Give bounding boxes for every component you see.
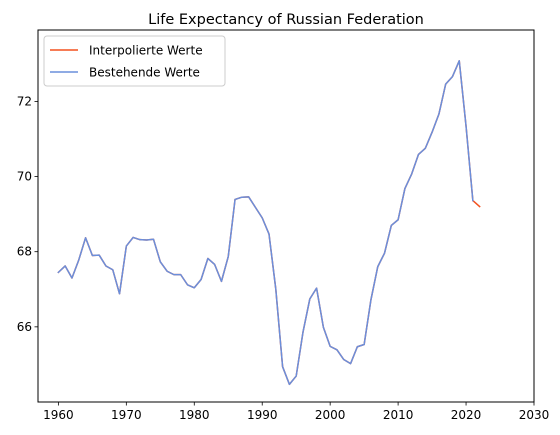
series-line-1: [57, 60, 481, 386]
x-tick-label: 1980: [179, 408, 210, 422]
y-axis: 66 68 70 72: [17, 94, 38, 334]
plot-frame: [37, 29, 535, 403]
chart-title: Life Expectancy of Russian Federation: [148, 12, 424, 28]
series-layer: [57, 60, 481, 386]
y-tick-label: 70: [17, 170, 32, 184]
series-line-2: [57, 60, 474, 386]
y-tick-label: 68: [17, 245, 32, 259]
x-tick-label: 2000: [315, 408, 346, 422]
x-tick-label: 2020: [451, 408, 482, 422]
legend-box: [43, 35, 226, 87]
x-axis: 1960 1970 1980 1990 2000 2010 2020 2030: [43, 402, 549, 422]
legend: Interpolierte Werte Bestehende Werte: [43, 35, 226, 87]
legend-label-1: Interpolierte Werte: [89, 44, 203, 58]
x-tick-label: 1960: [43, 408, 74, 422]
legend-label-2: Bestehende Werte: [89, 66, 200, 80]
x-tick-label: 2030: [519, 408, 550, 422]
x-tick-label: 2010: [383, 408, 414, 422]
x-tick-label: 1990: [247, 408, 278, 422]
y-tick-label: 72: [17, 94, 32, 108]
x-tick-label: 1970: [111, 408, 142, 422]
y-tick-label: 66: [17, 320, 32, 334]
